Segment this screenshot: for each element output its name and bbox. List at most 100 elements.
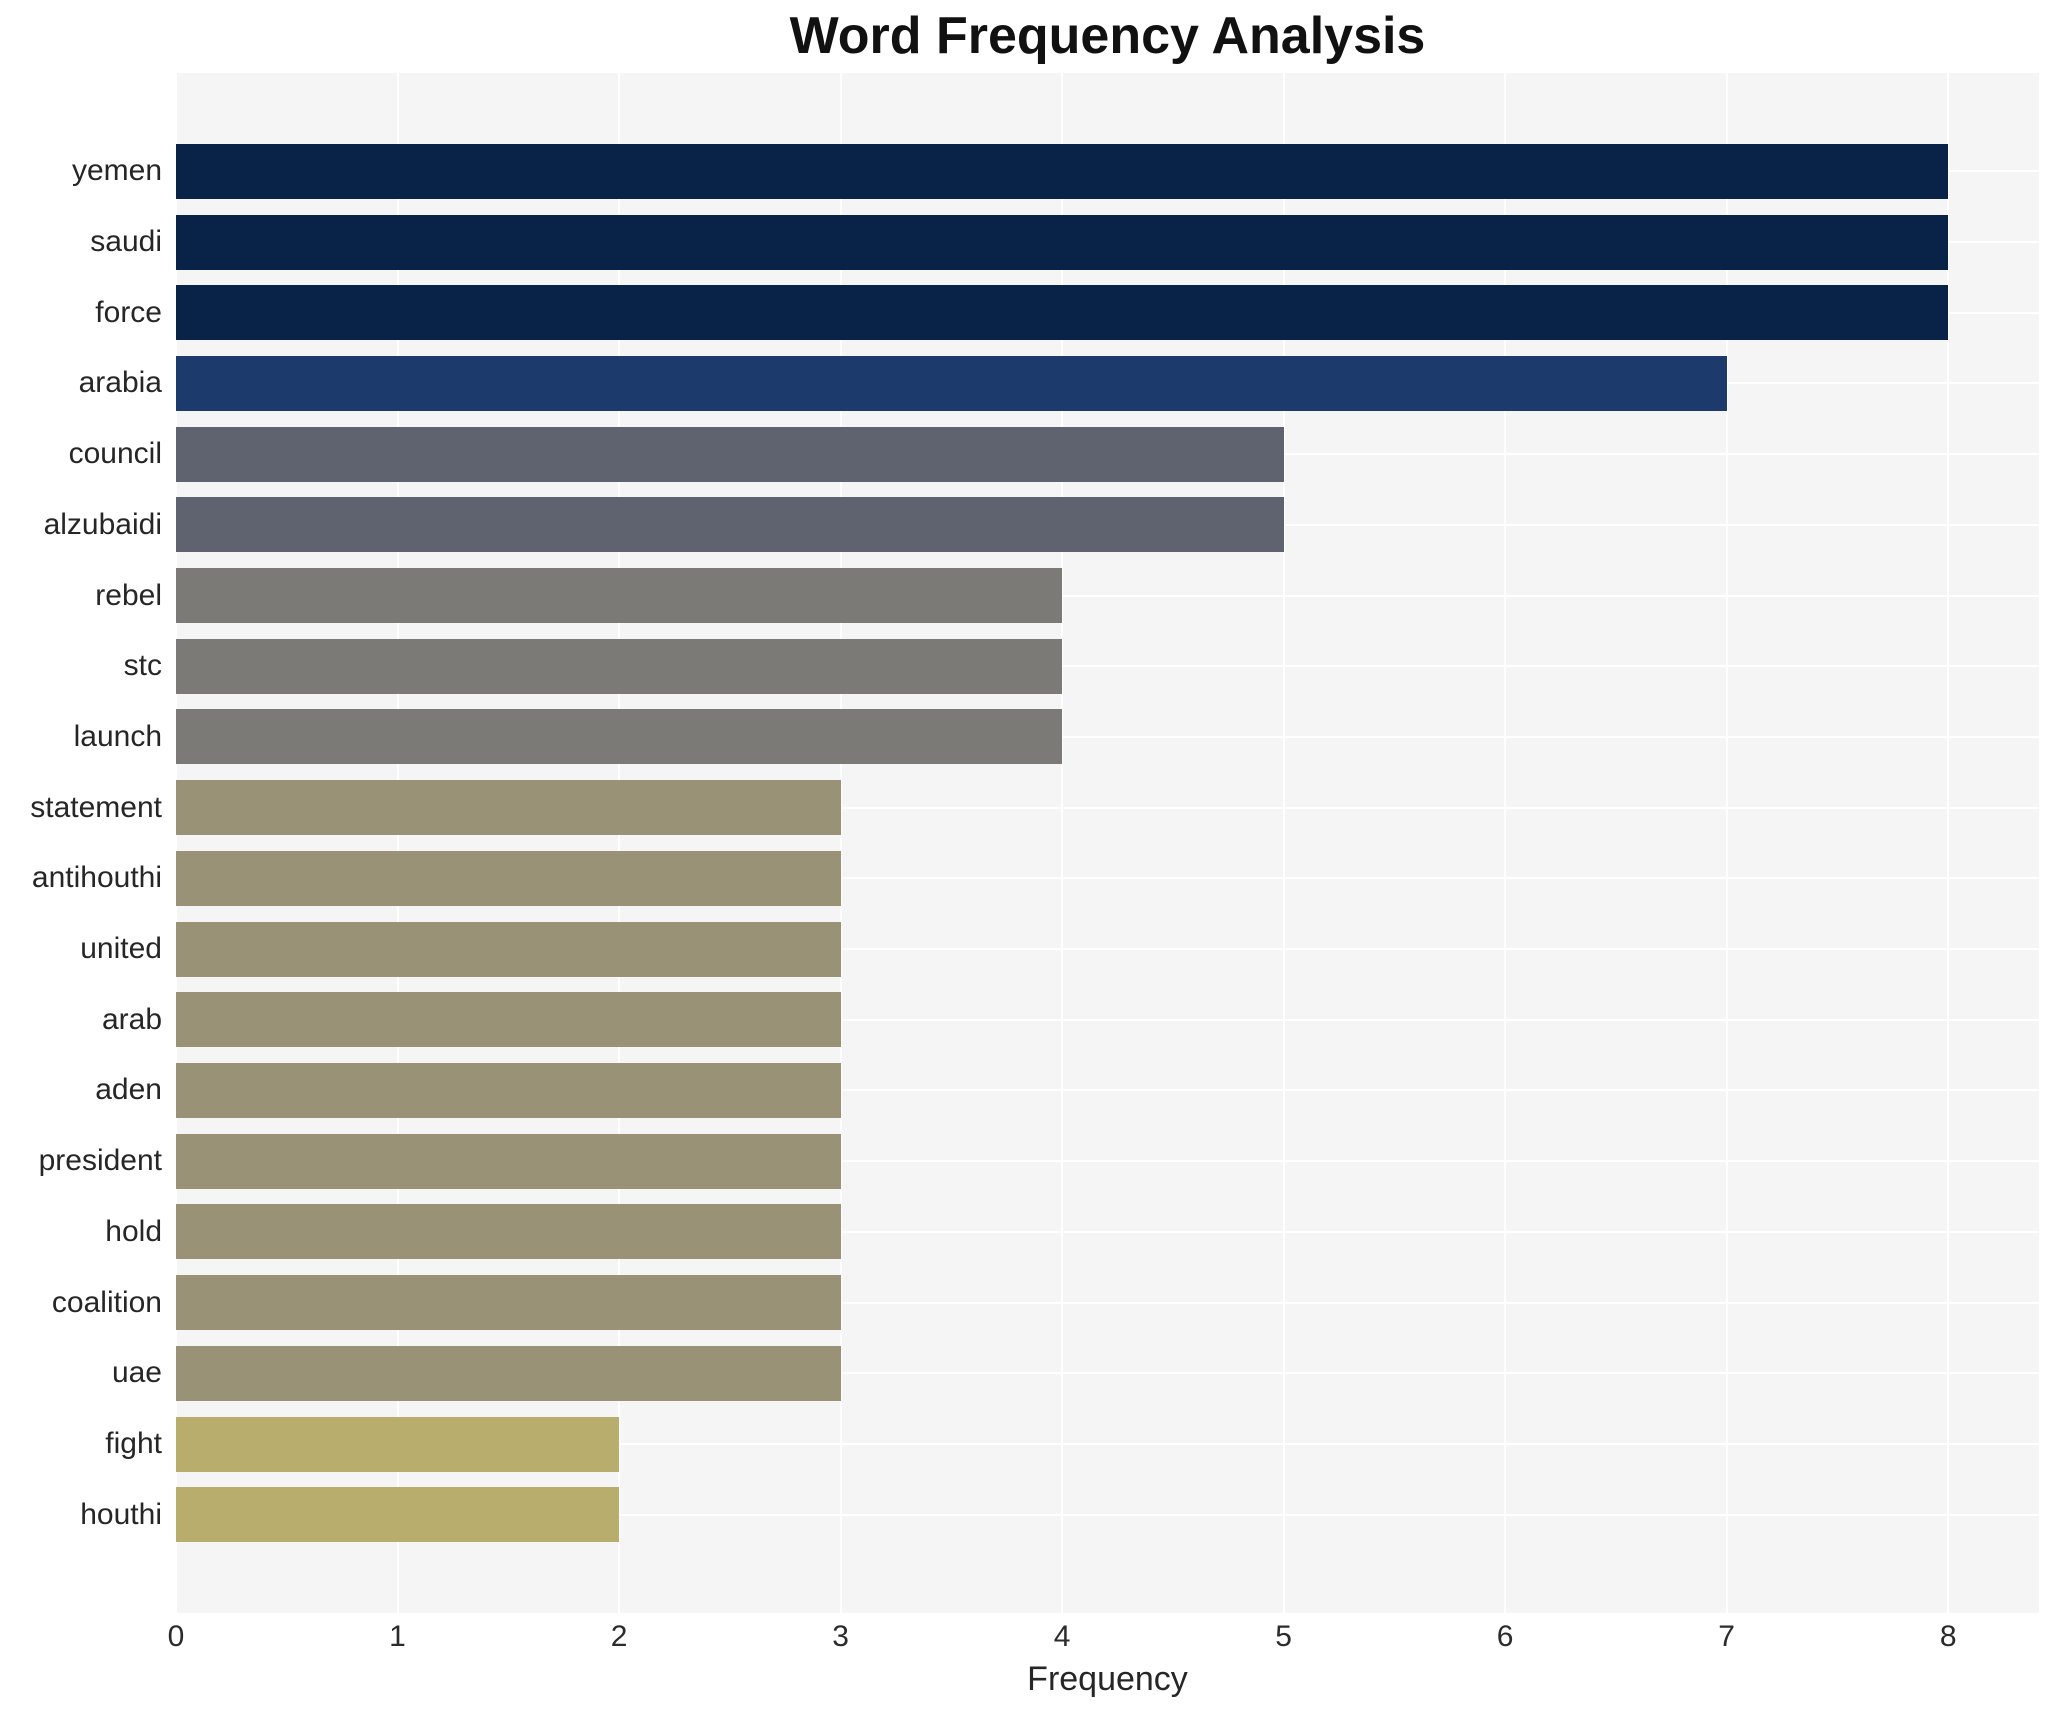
x-tick-label: 1 — [389, 1620, 406, 1653]
h-gridline — [176, 1443, 2039, 1445]
category-label: statement — [30, 790, 162, 824]
bar — [176, 1416, 620, 1472]
category-label: fight — [105, 1427, 162, 1460]
v-gridline — [396, 73, 399, 1613]
x-tick-label: 6 — [1496, 1620, 1514, 1653]
category-label: coalition — [51, 1285, 162, 1319]
v-gridline — [1947, 73, 1950, 1613]
bar — [176, 497, 1284, 553]
x-tick-label: 8 — [1939, 1620, 1957, 1653]
h-gridline — [176, 1230, 2039, 1233]
h-gridline — [176, 1018, 2039, 1021]
category-label: president — [38, 1144, 162, 1178]
bar — [176, 1204, 841, 1260]
bar-track — [176, 1055, 2039, 1126]
bar — [176, 1275, 841, 1331]
bar-row: united — [0, 914, 2039, 985]
bar-track — [176, 772, 2039, 843]
bar — [176, 355, 1727, 411]
h-gridline — [176, 1372, 2039, 1375]
category-label: rebel — [95, 578, 162, 612]
bar-track — [176, 1126, 2039, 1197]
bar-track — [176, 843, 2039, 914]
v-gridline — [1504, 73, 1507, 1613]
h-gridline — [176, 1513, 2039, 1516]
bar — [176, 709, 1063, 765]
bar-row: arab — [0, 984, 2039, 1055]
category-label: force — [95, 295, 162, 329]
bar-row: hold — [0, 1197, 2039, 1268]
bar-track — [176, 702, 2039, 773]
bar — [176, 426, 1284, 482]
category-label: yemen — [71, 154, 162, 188]
bar — [176, 1345, 841, 1401]
bar-track — [176, 1197, 2039, 1268]
bar — [176, 1133, 841, 1189]
bar-track — [176, 631, 2039, 702]
bar-track — [176, 1338, 2039, 1409]
bar-row: statement — [0, 772, 2039, 843]
bar-row: coalition — [0, 1267, 2039, 1338]
bar-track — [176, 914, 2039, 985]
h-gridline — [176, 806, 2039, 809]
bar — [176, 143, 1949, 199]
bar-track — [176, 1267, 2039, 1338]
category-label: council — [68, 437, 162, 471]
x-axis-label: Frequency — [1027, 1660, 1188, 1698]
v-gridline — [1061, 73, 1064, 1613]
category-label: hold — [105, 1214, 162, 1248]
bar — [176, 1487, 620, 1543]
category-label: alzubaidi — [43, 507, 162, 541]
h-gridline — [176, 594, 2039, 597]
h-gridline — [176, 665, 2039, 668]
v-gridline — [175, 73, 177, 1613]
bar — [176, 285, 1949, 341]
bar — [176, 638, 1063, 694]
bar-track — [176, 1479, 2039, 1550]
category-label: saudi — [90, 225, 162, 259]
bar-track — [176, 419, 2039, 490]
bar — [176, 921, 841, 977]
bar-track — [176, 277, 2039, 348]
bar-row: yemen — [0, 136, 2039, 207]
bar-row: arabia — [0, 348, 2039, 419]
bar — [176, 568, 1063, 624]
x-tick-label: 7 — [1718, 1620, 1735, 1653]
category-label: aden — [95, 1073, 162, 1107]
bar-row: rebel — [0, 560, 2039, 631]
x-tick-label: 2 — [610, 1620, 628, 1653]
h-gridline — [176, 1089, 2039, 1092]
bar — [176, 780, 841, 836]
x-tick-label: 5 — [1275, 1620, 1292, 1653]
x-tick-label: 4 — [1053, 1620, 1071, 1653]
bar-row: fight — [0, 1409, 2039, 1480]
bar — [176, 850, 841, 906]
category-label: united — [80, 932, 162, 966]
bar-row: aden — [0, 1055, 2039, 1126]
h-gridline — [176, 948, 2039, 951]
h-gridline — [176, 1160, 2039, 1163]
bar-row: saudi — [0, 207, 2039, 278]
bar-row: force — [0, 277, 2039, 348]
category-label: arabia — [78, 366, 162, 400]
category-label: arab — [101, 1002, 162, 1036]
v-gridline — [1282, 73, 1285, 1613]
x-axis-ticks: 0 1 2 3 4 5 6 7 8 — [168, 1620, 2039, 1660]
bar-row: uae — [0, 1338, 2039, 1409]
bar-row: antihouthi — [0, 843, 2039, 914]
bars-container: yemen saudi force arabia council alzubaidi reb… — [0, 73, 2039, 1613]
category-label: stc — [123, 649, 162, 683]
bar-row: stc — [0, 631, 2039, 702]
chart-title: Word Frequency Analysis — [789, 7, 1426, 65]
bar-track — [176, 560, 2039, 631]
category-label: houthi — [80, 1497, 162, 1531]
x-tick-label: 0 — [167, 1620, 185, 1653]
bar — [176, 214, 1949, 270]
v-gridline — [618, 73, 621, 1613]
bar-track — [176, 984, 2039, 1055]
h-gridline — [176, 735, 2039, 738]
bar-track — [176, 1409, 2039, 1480]
v-gridline — [839, 73, 842, 1613]
bar-row: alzubaidi — [0, 490, 2039, 561]
